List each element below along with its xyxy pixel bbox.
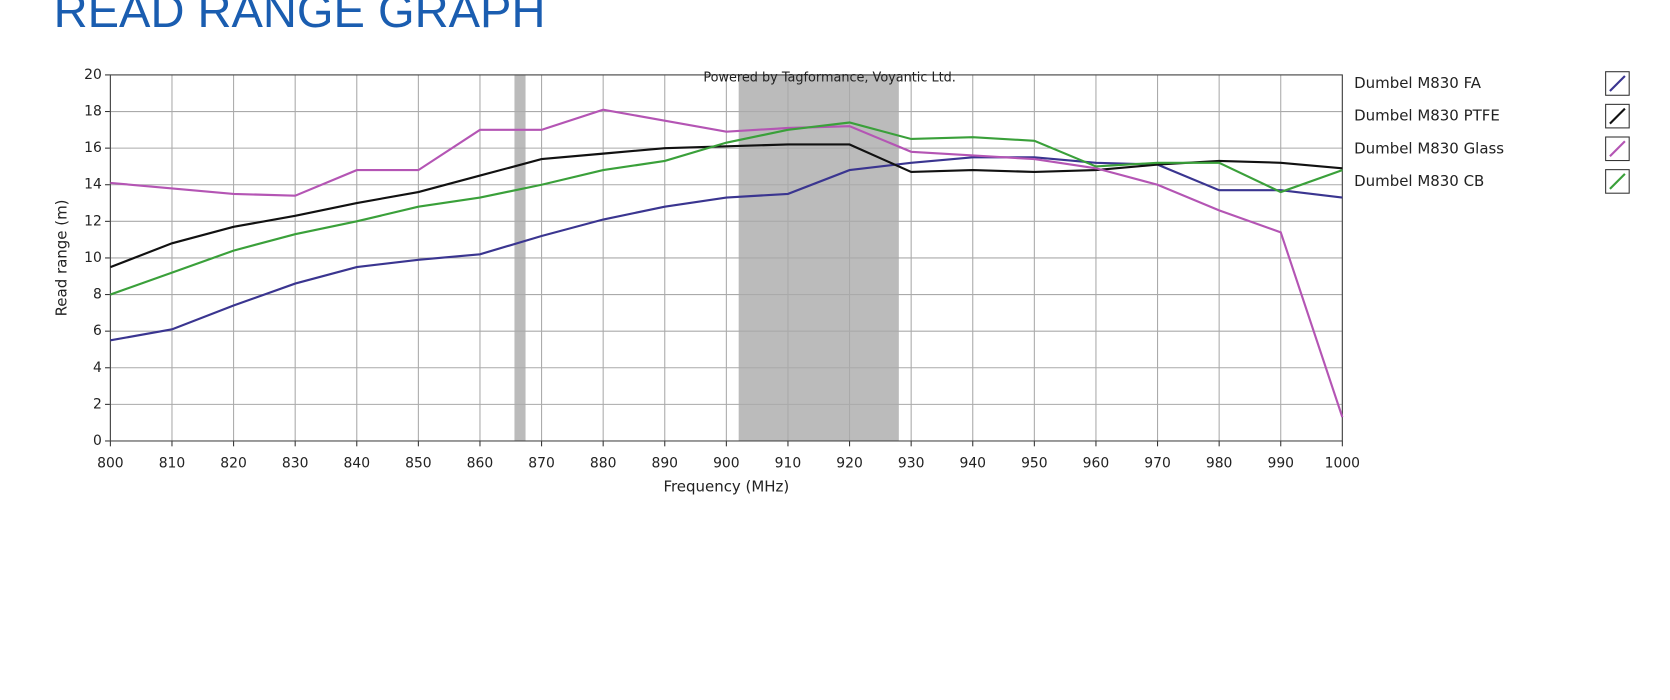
x-axis-label: Frequency (MHz)	[663, 478, 789, 496]
legend-label: Dumbel M830 FA	[1354, 74, 1482, 92]
x-tick-label: 880	[590, 455, 617, 471]
y-tick-label: 4	[93, 360, 102, 376]
y-tick-label: 20	[84, 67, 102, 83]
x-tick-label: 1000	[1325, 455, 1360, 471]
legend-swatch	[1609, 75, 1626, 92]
series-line	[110, 121, 1343, 296]
legend-swatch	[1609, 107, 1626, 125]
x-tick-label: 860	[467, 455, 494, 471]
legend-swatch	[1609, 173, 1626, 190]
x-tick-label: 910	[775, 455, 802, 471]
x-tick-label: 820	[220, 455, 247, 471]
legend-swatch	[1609, 140, 1626, 158]
series-line	[110, 108, 1344, 418]
x-tick-label: 920	[836, 455, 863, 471]
y-axis-label: Read range (m)	[53, 199, 71, 316]
x-tick-label: 990	[1267, 455, 1294, 471]
legend-label: Dumbel M830 CB	[1354, 172, 1484, 190]
x-tick-label: 840	[344, 455, 371, 471]
x-tick-label: 900	[713, 455, 740, 471]
x-tick-label: 810	[159, 455, 186, 471]
x-tick-label: 940	[959, 455, 986, 471]
y-tick-label: 8	[93, 287, 102, 303]
annotation: Powered by Tagformance, Voyantic Ltd.	[703, 71, 955, 86]
x-tick-label: 850	[405, 455, 432, 471]
legend-label: Dumbel M830 PTFE	[1354, 107, 1500, 125]
x-tick-label: 890	[651, 455, 678, 471]
x-tick-label: 870	[528, 455, 555, 471]
y-tick-label: 16	[84, 140, 102, 156]
y-tick-label: 2	[93, 396, 102, 412]
y-tick-label: 0	[93, 433, 102, 449]
series-line	[109, 143, 1343, 269]
x-tick-label: 950	[1021, 455, 1048, 471]
x-tick-label: 970	[1144, 455, 1171, 471]
y-tick-label: 6	[93, 323, 102, 339]
x-tick-label: 960	[1083, 455, 1110, 471]
x-tick-label: 800	[97, 455, 124, 471]
x-tick-label: 980	[1206, 455, 1233, 471]
chart-title: READ RANGE GRAPH	[54, 0, 546, 37]
legend-label: Dumbel M830 Glass	[1354, 139, 1504, 157]
plot-frame	[109, 74, 1343, 442]
x-tick-label: 830	[282, 455, 309, 471]
y-tick-label: 18	[84, 104, 102, 120]
y-tick-label: 12	[84, 213, 102, 229]
x-tick-label: 930	[898, 455, 925, 471]
y-tick-label: 10	[84, 250, 102, 266]
y-tick-label: 14	[84, 177, 102, 193]
